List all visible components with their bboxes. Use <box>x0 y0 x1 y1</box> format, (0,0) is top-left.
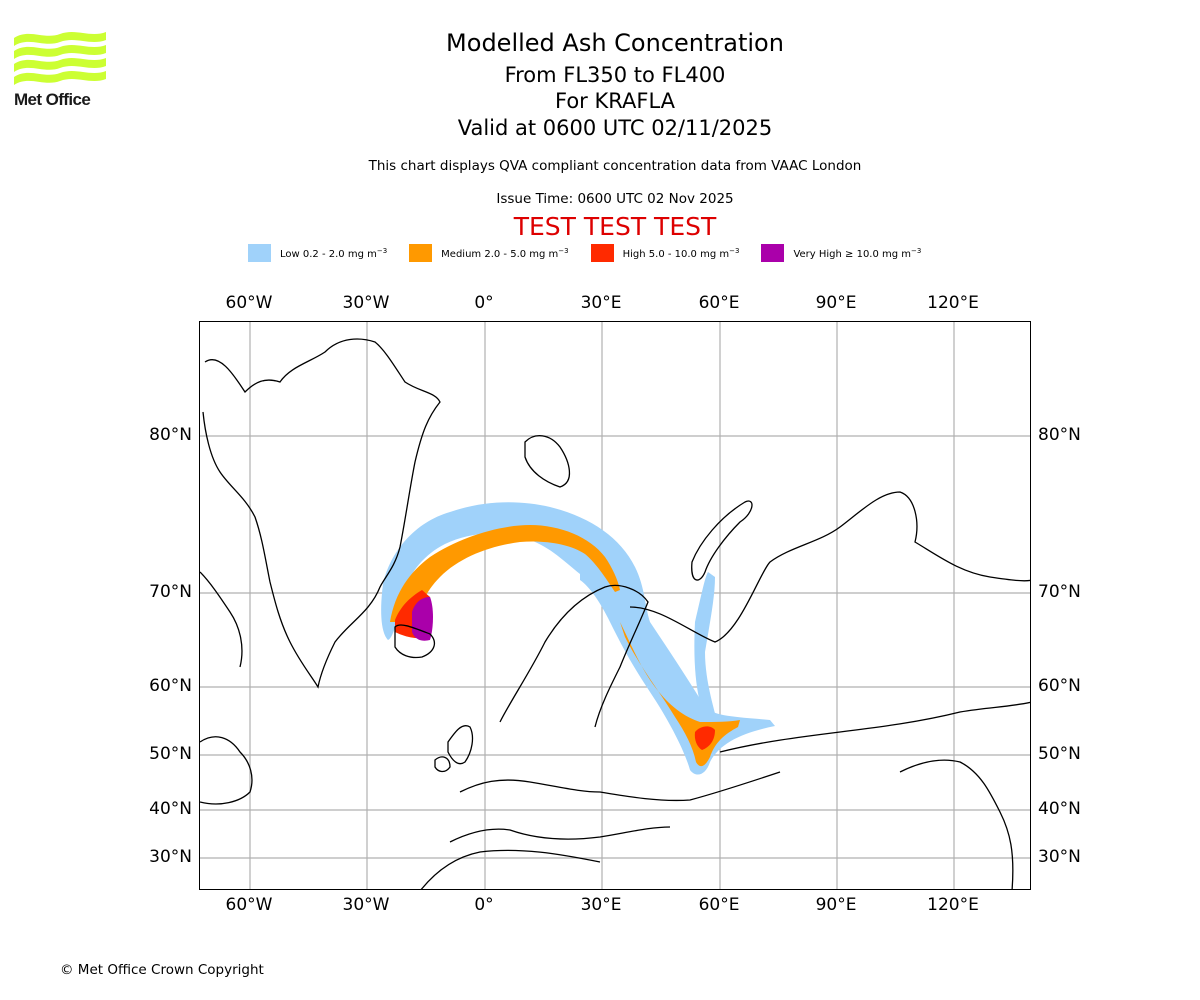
copyright-footer: © Met Office Crown Copyright <box>60 962 264 978</box>
lon-label-bottom-120e: 120°E <box>927 895 979 915</box>
lat-label-right-50n: 50°N <box>1038 744 1081 764</box>
lon-label-bottom-0: 0° <box>474 895 494 915</box>
concentration-legend: Low 0.2 - 2.0 mg m−3 Medium 2.0 - 5.0 mg… <box>248 243 943 263</box>
lon-label-top-30e: 30°E <box>580 293 622 313</box>
lon-label-top-60w: 60°W <box>225 293 273 313</box>
logo-wordmark: Met Office <box>14 90 91 109</box>
lat-label-right-70n: 70°N <box>1038 582 1081 602</box>
legend-swatch-medium <box>409 244 433 262</box>
test-banner: TEST TEST TEST <box>513 212 717 241</box>
ash-concentration-map[interactable] <box>199 321 1031 890</box>
legend-item-medium: Medium 2.0 - 5.0 mg m−3 <box>409 244 569 262</box>
legend-label-low: Low 0.2 - 2.0 mg m−3 <box>280 246 388 260</box>
legend-label-very-high: Very High ≥ 10.0 mg m−3 <box>793 246 922 260</box>
met-office-logo: Met Office <box>14 30 106 112</box>
legend-item-very-high: Very High ≥ 10.0 mg m−3 <box>761 244 921 262</box>
lon-label-top-0: 0° <box>474 293 494 313</box>
legend-swatch-very-high <box>761 244 785 262</box>
volcano-name: For KRAFLA <box>555 89 675 113</box>
met-office-waves-icon <box>14 32 106 85</box>
valid-time: Valid at 0600 UTC 02/11/2025 <box>457 116 773 140</box>
legend-swatch-high <box>590 244 614 262</box>
lat-label-left-40n: 40°N <box>149 799 192 819</box>
legend-label-medium: Medium 2.0 - 5.0 mg m−3 <box>441 246 569 260</box>
lat-label-left-80n: 80°N <box>149 425 192 445</box>
lat-label-left-60n: 60°N <box>149 676 192 696</box>
issue-time: Issue Time: 0600 UTC 02 Nov 2025 <box>496 191 734 207</box>
lon-label-bottom-30e: 30°E <box>580 895 622 915</box>
legend-item-low: Low 0.2 - 2.0 mg m−3 <box>248 244 387 262</box>
legend-label-high: High 5.0 - 10.0 mg m−3 <box>622 246 740 260</box>
lat-label-left-30n: 30°N <box>149 847 192 867</box>
lat-label-left-50n: 50°N <box>149 744 192 764</box>
flight-level-range: From FL350 to FL400 <box>504 63 726 87</box>
graticule <box>200 322 1030 889</box>
lat-label-right-60n: 60°N <box>1038 676 1081 696</box>
lat-label-right-80n: 80°N <box>1038 425 1081 445</box>
lat-label-right-40n: 40°N <box>1038 799 1081 819</box>
lon-label-bottom-60w: 60°W <box>225 895 273 915</box>
lon-label-bottom-60e: 60°E <box>698 895 740 915</box>
lon-label-top-30w: 30°W <box>342 293 390 313</box>
lon-label-bottom-90e: 90°E <box>815 895 857 915</box>
lat-label-left-70n: 70°N <box>149 582 192 602</box>
qva-compliance-note: This chart displays QVA compliant concen… <box>368 158 862 174</box>
ash-low-layer <box>381 502 775 775</box>
lon-label-top-60e: 60°E <box>698 293 740 313</box>
legend-item-high: High 5.0 - 10.0 mg m−3 <box>590 244 740 262</box>
coastlines <box>200 338 1030 889</box>
chart-title: Modelled Ash Concentration <box>446 29 784 57</box>
lon-label-bottom-30w: 30°W <box>342 895 390 915</box>
lon-label-top-120e: 120°E <box>927 293 979 313</box>
legend-swatch-low <box>248 244 271 262</box>
lat-label-right-30n: 30°N <box>1038 847 1081 867</box>
lon-label-top-90e: 90°E <box>815 293 857 313</box>
